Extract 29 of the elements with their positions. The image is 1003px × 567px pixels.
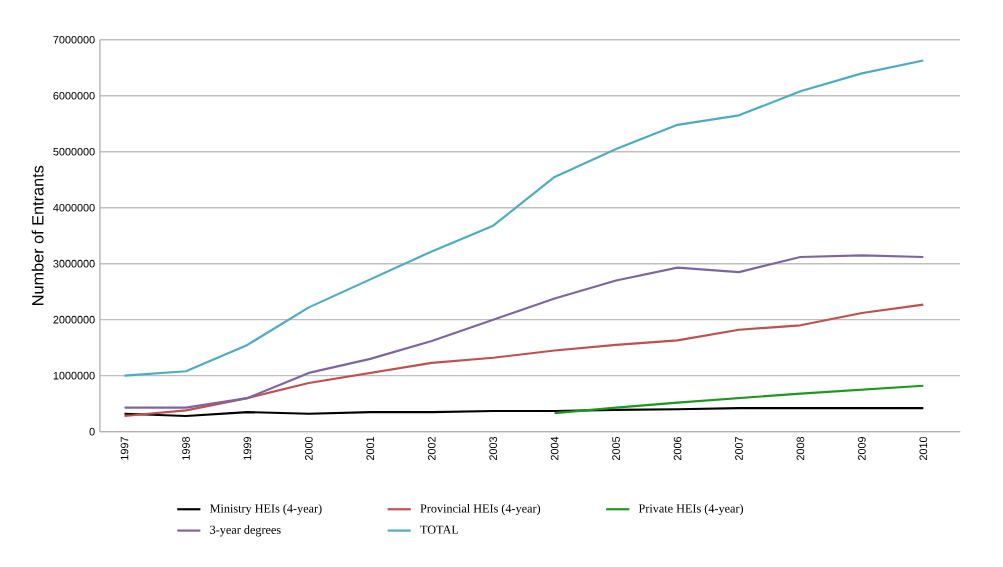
legend-label: Ministry HEIs (4-year) [209,503,322,515]
y-tick-label: 6000000 [53,91,95,100]
y-tick-label: 1000000 [53,371,95,380]
x-tick-label: 2009 [858,436,866,460]
x-tick-label: 2010 [919,436,928,460]
x-tick-label: 1999 [243,436,252,460]
x-tick-label: 2000 [305,436,313,460]
x-tick-label: 2007 [735,436,743,460]
y-tick-label: 3000000 [53,259,95,268]
x-tick-label: 2002 [427,436,436,460]
legend-label: TOTAL [420,525,459,534]
x-tick-label: 2003 [489,436,498,460]
legend-label: Private HEIs (4-year) [638,503,744,515]
y-tick-label: 0 [89,427,95,436]
line-series [123,253,925,409]
x-tick-label: 2001 [366,436,375,460]
legend-label: 3-year degrees [210,525,281,537]
x-tick-label: 2005 [612,436,620,460]
x-tick-label: 1998 [182,436,190,460]
y-tick-label: 5000000 [53,147,95,156]
y-tick-label: 2000000 [53,315,95,324]
x-tick-label: 2006 [673,436,682,460]
legend-label: Provincial HEIs (4-year) [420,503,541,515]
y-tick-label: 4000000 [53,203,95,212]
x-tick-label: 2008 [796,436,805,460]
y-tick-label: 7000000 [53,35,95,44]
y-axis-title: Number of Entrants [31,165,44,305]
x-tick-label: 2004 [550,436,559,460]
x-tick-label: 1997 [120,436,129,460]
